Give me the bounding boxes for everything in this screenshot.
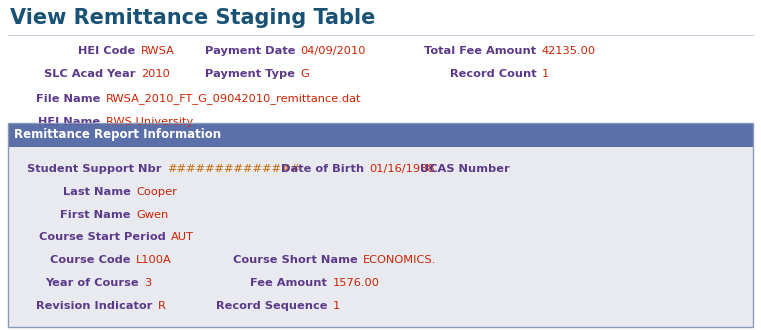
- Text: RWSA_2010_FT_G_09042010_remittance.dat: RWSA_2010_FT_G_09042010_remittance.dat: [106, 93, 361, 105]
- Text: HEI Name: HEI Name: [38, 117, 100, 127]
- Text: 2010: 2010: [141, 69, 170, 79]
- Text: Record Count: Record Count: [450, 69, 537, 79]
- Text: SLC Acad Year: SLC Acad Year: [44, 69, 135, 79]
- Text: Gwen: Gwen: [136, 210, 168, 219]
- Text: Payment Type: Payment Type: [205, 69, 295, 79]
- Text: 3: 3: [144, 278, 151, 288]
- Text: R: R: [158, 301, 165, 311]
- Text: Course Code: Course Code: [50, 255, 131, 265]
- Text: UCAS Number: UCAS Number: [420, 164, 510, 174]
- Text: Year of Course: Year of Course: [45, 278, 139, 288]
- Text: Course Start Period: Course Start Period: [39, 232, 166, 242]
- Bar: [8, 147, 753, 327]
- Text: Total Fee Amount: Total Fee Amount: [425, 46, 537, 56]
- Text: Course Short Name: Course Short Name: [233, 255, 358, 265]
- Text: Student Support Nbr: Student Support Nbr: [27, 164, 161, 174]
- Bar: [8, 123, 753, 327]
- Text: RWS University: RWS University: [106, 117, 193, 127]
- Text: Record Sequence: Record Sequence: [215, 301, 327, 311]
- Text: Last Name: Last Name: [63, 187, 131, 197]
- Text: First Name: First Name: [60, 210, 131, 219]
- Text: G: G: [301, 69, 309, 79]
- Text: View Remittance Staging Table: View Remittance Staging Table: [10, 8, 375, 28]
- Text: ECONOMICS.: ECONOMICS.: [363, 255, 436, 265]
- Text: 1: 1: [333, 301, 340, 311]
- Text: ##############: ##############: [167, 164, 300, 174]
- Text: 04/09/2010: 04/09/2010: [301, 46, 366, 56]
- Bar: [8, 123, 753, 147]
- Text: Fee Amount: Fee Amount: [250, 278, 327, 288]
- Text: 1: 1: [542, 69, 549, 79]
- Text: 01/16/1988: 01/16/1988: [369, 164, 435, 174]
- Text: L100A: L100A: [136, 255, 172, 265]
- Text: RWSA: RWSA: [141, 46, 175, 56]
- Text: File Name: File Name: [36, 94, 100, 104]
- Text: AUT: AUT: [171, 232, 194, 242]
- Text: Remittance Report Information: Remittance Report Information: [14, 128, 221, 142]
- Text: Revision Indicator: Revision Indicator: [36, 301, 152, 311]
- Text: Payment Date: Payment Date: [205, 46, 295, 56]
- Text: Date of Birth: Date of Birth: [281, 164, 364, 174]
- Text: Cooper: Cooper: [136, 187, 177, 197]
- Text: 1576.00: 1576.00: [333, 278, 380, 288]
- Text: 42135.00: 42135.00: [542, 46, 596, 56]
- Text: HEI Code: HEI Code: [78, 46, 135, 56]
